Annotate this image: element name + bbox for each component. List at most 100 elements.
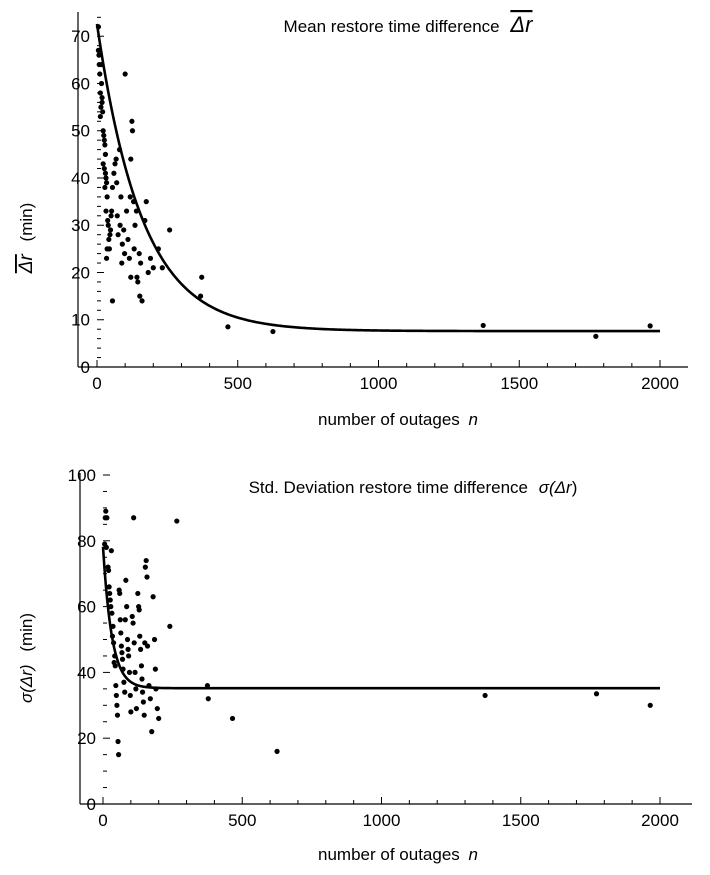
data-point [115,232,121,238]
data-point [95,47,102,54]
panel2-x-axis-title: number of outages n [318,845,478,864]
data-point [105,567,112,574]
panel1-y-tick-label: 30 [71,216,90,235]
panel2-fit-curve [101,546,660,690]
data-point [139,689,146,695]
data-point [117,590,123,597]
data-point [99,99,105,105]
data-point [104,515,110,521]
data-point [102,142,108,148]
data-point [105,217,111,224]
panel2-x-tick-label: 2000 [641,811,679,830]
data-point [118,194,124,200]
data-point [107,227,114,233]
data-point [127,194,133,200]
data-point [154,705,160,712]
data-point [130,199,137,205]
panel2-y-tick-label: 20 [77,729,96,748]
data-point [106,236,112,243]
data-point [103,208,109,214]
panel2-y-tick-label: 60 [77,598,96,617]
data-point [133,705,140,712]
data-point [95,24,102,30]
panel2-x-tick-label: 1000 [363,811,401,830]
data-point [122,617,128,623]
data-point [137,293,143,299]
data-point [156,715,162,722]
data-point [109,184,116,191]
data-point [101,137,107,143]
data-point [132,669,138,676]
panel1-y-tick-label: 60 [71,74,90,93]
data-point [138,260,144,266]
data-point [128,156,134,162]
data-point [139,676,145,682]
panel2-y-tick-label: 40 [77,663,96,682]
data-point [102,184,108,191]
panel2-y-tick-label: 100 [68,466,96,485]
panel1-fit-curve [95,23,660,333]
data-point [100,161,106,167]
data-point [118,630,124,636]
panel2-data-points [102,508,653,758]
panel2-x-tick-label: 500 [228,811,256,830]
data-point [118,643,124,649]
panel1-title: Mean restore time difference Δr [284,12,535,37]
data-point [116,752,122,758]
panel1-x-tick-label: 1500 [500,374,538,393]
data-point [129,118,135,124]
panel2-x-tick-label: 1500 [502,811,540,830]
data-point [138,646,144,652]
data-point [113,692,119,699]
data-point [151,636,158,643]
panel1-x-tick-label: 1000 [360,374,398,393]
data-point [114,213,120,219]
data-point [115,738,121,745]
data-point [102,170,109,176]
data-point [110,623,116,629]
data-point [480,322,486,329]
data-point [113,156,119,162]
data-point [97,71,103,77]
data-point [96,52,102,58]
data-point [98,80,105,87]
data-point [137,633,143,639]
data-point [109,633,116,639]
data-point [114,702,120,708]
data-point [122,71,128,77]
panel2-x-tick-label: 0 [98,811,107,830]
data-point [111,170,117,176]
data-point [107,590,113,597]
data-point [149,729,155,735]
data-point [108,213,114,219]
data-point [101,165,107,172]
data-point [104,194,110,200]
data-point [155,246,161,252]
data-point [110,640,117,646]
data-point [109,208,115,214]
data-point [142,217,148,224]
data-point [109,610,115,616]
data-point [146,682,152,689]
data-point [131,246,137,252]
data-point [112,161,118,167]
data-point [109,298,116,304]
panel1-x-axis: 0 500 1000 1500 2000 [78,360,688,393]
data-point [117,617,123,623]
data-point [159,265,165,271]
data-point [174,518,180,524]
data-point [136,250,142,257]
data-point [102,151,109,157]
panel1-y-tick-label: 10 [71,311,90,330]
data-point [129,613,135,620]
data-point [143,557,149,564]
data-point [197,293,204,299]
data-point [229,715,236,722]
panel1-x-tick-label: 2000 [641,374,679,393]
data-point [593,333,599,339]
data-point [113,682,119,689]
data-point [121,250,128,257]
panel1-data-points [95,24,653,339]
data-point [130,620,136,626]
